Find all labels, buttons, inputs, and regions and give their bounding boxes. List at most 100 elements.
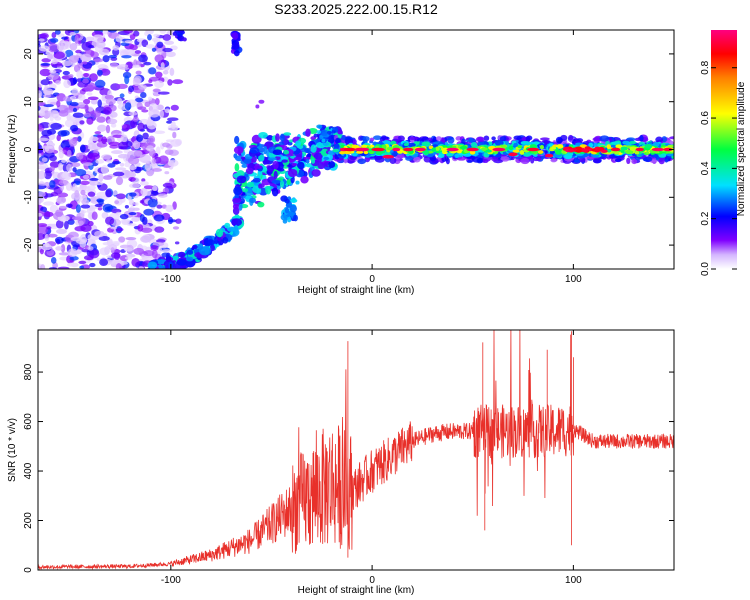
spectrogram-cell	[267, 157, 277, 161]
colorbar-label: Normalized spectral amplitude	[736, 81, 747, 216]
spectrogram-cell	[70, 236, 83, 242]
spectrogram-cell	[132, 150, 143, 157]
spectrogram-cell	[126, 223, 137, 227]
spectrogram-cell	[161, 249, 173, 253]
snr-frame	[37, 329, 675, 571]
spectrogram-cell	[47, 98, 59, 106]
spectrogram-cell	[162, 182, 173, 188]
spectrogram-cell	[164, 108, 171, 114]
spectrogram-cell	[72, 77, 77, 85]
spectrogram-cell	[170, 139, 182, 147]
spectrogram-cell	[241, 164, 248, 168]
spectrogram-cell	[513, 135, 522, 140]
spectrogram-cell	[67, 248, 78, 258]
spectrogram-cell	[172, 79, 184, 85]
spectrogram-cell	[124, 205, 129, 209]
spectrogram-cell	[280, 156, 289, 160]
spectrogram-cell	[555, 136, 563, 144]
spectrogram-cell	[242, 188, 249, 193]
colorbar-tick-label: 0.6	[700, 111, 711, 125]
spectrogram-cell	[423, 150, 429, 156]
spectrogram-cell	[258, 183, 263, 189]
y-tick-label: 600	[23, 413, 34, 430]
spectrogram-cell	[43, 151, 55, 159]
spectrogram-cell	[232, 32, 239, 40]
spectrogram-cell	[606, 148, 612, 153]
spectrogram-cell	[81, 41, 92, 51]
spectrogram-cell	[382, 154, 395, 159]
spectrogram-cell	[117, 153, 130, 159]
spectrogram-cell	[144, 101, 151, 108]
spectrogram-cell	[96, 134, 103, 142]
spectrogram-cell	[124, 75, 130, 85]
spectrogram-cell	[279, 133, 285, 142]
spectrogram-cell	[328, 160, 336, 169]
spectrogram-cell	[124, 256, 133, 260]
spectrogram-cell	[74, 226, 86, 232]
spectrogram-cell	[118, 141, 129, 150]
spectrogram-cell	[56, 100, 61, 108]
spectrogram-cell	[320, 148, 329, 157]
spectrogram-cell	[102, 55, 110, 63]
spectrogram-cell	[215, 228, 224, 238]
spectrogram-cell	[140, 235, 152, 243]
spectrogram-cell	[131, 258, 140, 267]
spectrogram-cell	[258, 131, 268, 139]
spectrogram-cell	[273, 170, 278, 180]
spectrogram-cell	[129, 44, 138, 51]
y-tick-label: -10	[23, 190, 34, 205]
spectrogram-cell	[234, 163, 240, 172]
spectrogram-cell	[152, 168, 162, 172]
spectrogram-cell	[71, 162, 81, 168]
spectrogram-cell	[151, 249, 158, 259]
spectrogram-cell	[40, 62, 51, 66]
spectrogram-cell	[100, 68, 111, 76]
spectrogram-cell	[72, 112, 84, 118]
spectrogram-cell	[234, 135, 240, 145]
spectrogram-cell	[148, 96, 153, 101]
spectrogram-cell	[54, 236, 64, 244]
spectrogram-cell	[143, 61, 152, 66]
spectrogram-cell	[79, 239, 87, 248]
spectrogram-cell	[447, 136, 455, 144]
spectrogram-cell	[51, 59, 58, 65]
spectrogram-cell	[107, 30, 117, 33]
spectrogram-cell	[441, 148, 447, 154]
spectrogram-cell	[38, 105, 41, 111]
spectrogram-cell	[606, 144, 612, 150]
spectrogram-cell	[626, 142, 631, 147]
spectrogram-cell	[305, 158, 310, 164]
spectrogram-cell	[68, 55, 80, 63]
spectrogram-cell	[620, 146, 628, 151]
spectrogram-cell	[58, 205, 69, 209]
spectrogram-cell	[101, 212, 109, 219]
spectrogram-cell	[128, 199, 135, 206]
spectrogram-cell	[148, 272, 155, 279]
spectrogram-cell	[186, 256, 194, 262]
spectrogram-cell	[337, 129, 343, 135]
spectrogram-cell	[74, 34, 79, 44]
spectrogram-cell	[257, 201, 265, 208]
spectrogram-cell	[459, 146, 468, 150]
spectrogram-cell	[77, 94, 86, 101]
spectrogram-cell	[38, 45, 50, 52]
spectrogram-cell	[141, 109, 149, 113]
y-tick-label: 10	[23, 96, 34, 108]
spectrogram-cell	[317, 162, 326, 170]
spectrogram-cell	[132, 64, 142, 68]
spectrogram-cell	[643, 156, 653, 162]
spectrogram-cell	[89, 262, 96, 268]
spectrogram-cell	[66, 163, 73, 172]
spectrogram-cell	[114, 167, 127, 171]
spectrogram-cell	[272, 149, 283, 156]
spectrogram-cell	[651, 147, 664, 152]
spectrogram-cell	[165, 51, 176, 58]
colorbar-tick-label: 0.0	[700, 262, 711, 276]
spectrogram-cell	[234, 224, 239, 235]
spectrogram-cell	[56, 134, 61, 142]
spectrogram-cell	[41, 129, 53, 137]
spectrogram-cell	[575, 146, 582, 150]
spectrogram-cell	[512, 149, 520, 153]
